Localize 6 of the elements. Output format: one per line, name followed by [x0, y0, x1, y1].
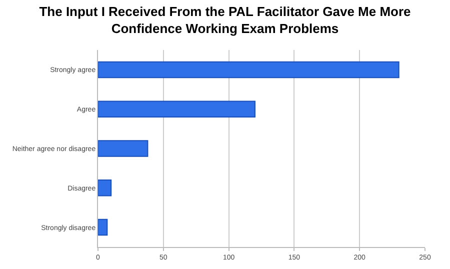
bar — [98, 140, 148, 157]
bar — [98, 100, 256, 118]
bar — [98, 61, 400, 78]
bar — [98, 180, 112, 196]
chart-title: The Input I Received From the PAL Facilitator Gave Me More Confidence Working Exam Problems — [39, 4, 411, 36]
bar — [98, 218, 108, 236]
